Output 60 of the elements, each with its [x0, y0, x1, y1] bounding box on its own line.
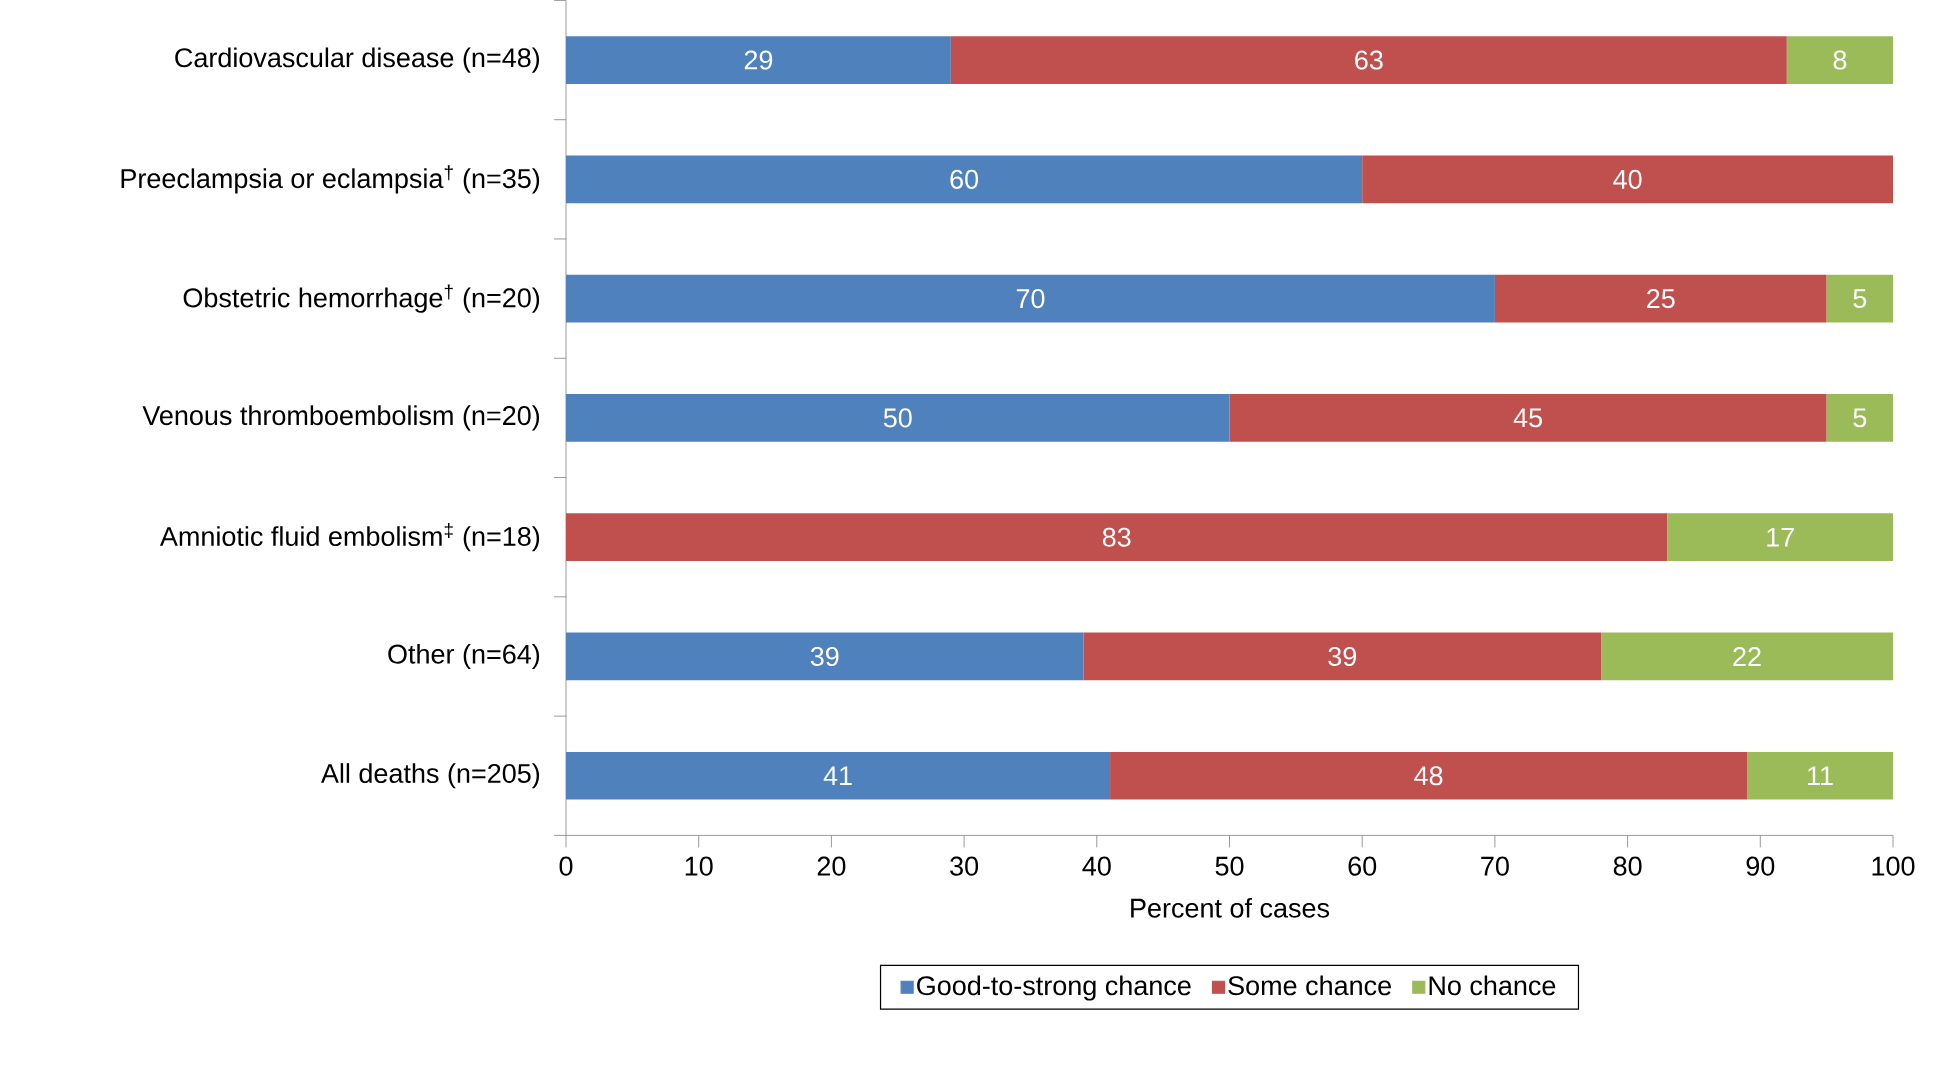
bar: [1826, 393, 1893, 442]
data-label: 70: [1016, 288, 1045, 308]
bar: [1667, 513, 1893, 561]
data-label: 48: [1414, 766, 1443, 786]
legend-label: No chance: [1429, 975, 1556, 996]
y-tick-label: All deaths (n=205): [320, 762, 540, 789]
bar: [1786, 36, 1893, 84]
y-tick-label: Preeclampsia or eclampsia$^{†}$ (n=35): [121, 164, 540, 194]
bar: [1362, 155, 1893, 203]
x-tick-label: 80: [1613, 856, 1642, 876]
bar: [566, 751, 1111, 800]
bar: [566, 274, 1495, 323]
data-label: 40: [1613, 169, 1642, 189]
data-label: 25: [1647, 288, 1675, 308]
bar: [1747, 751, 1893, 800]
data-label: 45: [1513, 408, 1542, 428]
x-axis-title: Percent of cases: [1131, 897, 1330, 918]
data-label: 5: [1853, 289, 1867, 308]
bar: [1110, 751, 1748, 800]
x-tick-label: 10: [685, 856, 713, 876]
data-label: 22: [1733, 646, 1761, 666]
x-tick-label: 20: [817, 856, 846, 876]
y-tick-label: Amniotic fluid embolism$^{‡}$ (n=18): [159, 522, 540, 552]
x-tick-label: 90: [1746, 856, 1775, 876]
bar: [1229, 393, 1827, 442]
x-tick-label: 100: [1872, 856, 1915, 876]
x-tick-label: 40: [1082, 856, 1111, 876]
data-label: 60: [950, 169, 979, 189]
legend-label: Good-to-strong chance: [917, 975, 1191, 1001]
y-tick-label: Obstetric hemorrhage$^{†}$ (n=20): [183, 284, 540, 313]
data-label: 83: [1102, 527, 1131, 547]
data-label: 41: [823, 766, 852, 785]
x-tick-label: 30: [950, 856, 979, 876]
data-label: 5: [1853, 408, 1867, 428]
y-tick-label: Cardiovascular disease (n=48): [175, 47, 540, 73]
x-tick-label: 50: [1215, 856, 1244, 876]
data-label: 39: [1328, 646, 1357, 666]
data-label: 11: [1808, 766, 1833, 785]
bar: [950, 36, 1787, 84]
bar: [1494, 274, 1827, 323]
data-label: 39: [810, 646, 839, 666]
data-label: 50: [883, 408, 912, 428]
bar: [566, 513, 1668, 561]
data-label: 17: [1767, 527, 1794, 547]
x-tick-label: 70: [1481, 856, 1509, 876]
legend-label: Some chance: [1228, 975, 1391, 996]
data-label: 29: [744, 50, 773, 70]
bar: [1083, 632, 1602, 681]
bar: [566, 155, 1363, 203]
x-tick-label: 60: [1348, 856, 1377, 876]
y-tick-label: Venous thromboembolism (n=20): [142, 405, 540, 431]
bar: [566, 632, 1084, 681]
y-tick-label: Other (n=64): [388, 643, 540, 669]
x-tick-label: 0: [559, 856, 573, 876]
data-label: 63: [1355, 50, 1383, 70]
bar: [1601, 632, 1893, 681]
bar: [1826, 274, 1893, 323]
bar: [566, 36, 951, 84]
bar: [566, 393, 1230, 442]
data-label: 8: [1833, 50, 1847, 70]
